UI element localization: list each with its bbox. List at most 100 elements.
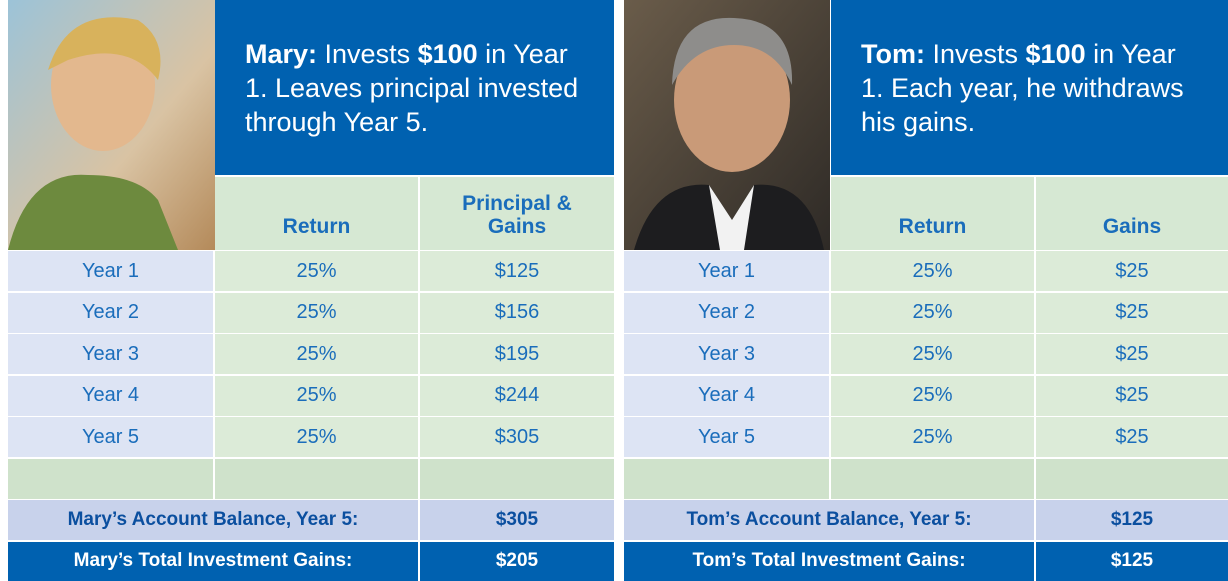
column-header: Return xyxy=(831,177,1034,250)
summary-label: Mary’s Total Investment Gains: xyxy=(8,541,418,581)
text: $25 xyxy=(1115,259,1149,282)
year-cell: Year 5 xyxy=(624,417,829,457)
text: 25% xyxy=(912,342,953,365)
text: 25% xyxy=(296,384,337,406)
year-cell: Year 3 xyxy=(624,334,829,374)
intro: Tom: Invests $100 in Year 1. Each year, … xyxy=(831,0,1228,175)
text: $156 xyxy=(494,301,540,323)
text: 25% xyxy=(912,301,953,323)
intro-text: Mary: Invests $100 in Year 1. Leaves pri… xyxy=(245,37,584,139)
empty-cell xyxy=(215,458,418,499)
text: Year 2 xyxy=(697,301,756,323)
text: $195 xyxy=(494,342,540,365)
text: Principal & Gains xyxy=(462,192,572,238)
value-cell: $244 xyxy=(420,375,614,416)
value-cell: $25 xyxy=(1036,251,1228,291)
text: 25% xyxy=(912,384,953,406)
text: $25 xyxy=(1115,342,1149,365)
text: $100 xyxy=(1025,38,1086,69)
value-cell: 25% xyxy=(215,292,418,333)
intro-text: Tom: Invests $100 in Year 1. Each year, … xyxy=(861,37,1198,139)
text: $100 xyxy=(417,38,478,69)
value-cell: 25% xyxy=(831,375,1034,416)
text: Mary’s Account Balance, Year 5: xyxy=(67,509,359,530)
text: $125 xyxy=(1110,509,1154,530)
text: $305 xyxy=(495,509,539,530)
year-cell: Year 1 xyxy=(8,251,213,291)
column-header: Gains xyxy=(1036,177,1228,250)
value-cell: $195 xyxy=(420,334,614,374)
empty-cell xyxy=(8,458,213,499)
empty-cell xyxy=(1036,458,1228,499)
value-cell: $156 xyxy=(420,292,614,333)
summary-label: Mary’s Account Balance, Year 5: xyxy=(8,500,418,540)
text: $25 xyxy=(1115,425,1149,448)
text: Mary’s Total Investment Gains: xyxy=(73,550,353,572)
year-cell: Year 2 xyxy=(8,292,213,333)
text: 25% xyxy=(912,259,953,282)
text: in Year 1. Each year, he withdraws his g… xyxy=(861,38,1184,137)
value-cell: $305 xyxy=(420,417,614,457)
text: Invests xyxy=(317,38,418,69)
summary-value: $205 xyxy=(420,541,614,581)
value-cell: 25% xyxy=(831,417,1034,457)
text: Year 5 xyxy=(81,425,140,448)
text: Year 1 xyxy=(81,259,140,282)
text: $305 xyxy=(494,425,540,448)
text: Year 4 xyxy=(81,384,140,406)
text: Return xyxy=(898,215,967,238)
text: Tom: xyxy=(861,38,925,69)
value-cell: 25% xyxy=(831,292,1034,333)
value-cell: $25 xyxy=(1036,417,1228,457)
text: Year 2 xyxy=(81,301,140,323)
text: Return xyxy=(282,215,351,238)
year-cell: Year 3 xyxy=(8,334,213,374)
text: Gains xyxy=(1102,215,1162,238)
intro: Mary: Invests $100 in Year 1. Leaves pri… xyxy=(215,0,614,175)
text: Tom’s Account Balance, Year 5: xyxy=(686,509,972,530)
photo-mary xyxy=(8,0,215,250)
value-cell: 25% xyxy=(215,417,418,457)
text: Year 4 xyxy=(697,384,756,406)
year-cell: Year 2 xyxy=(624,292,829,333)
text: 25% xyxy=(296,425,337,448)
text: 25% xyxy=(296,342,337,365)
text: in Year 1. Leaves principal invested thr… xyxy=(245,38,579,137)
summary-value: $125 xyxy=(1036,541,1228,581)
text: $244 xyxy=(494,384,540,406)
value-cell: 25% xyxy=(215,334,418,374)
text: $125 xyxy=(1110,550,1154,572)
value-cell: 25% xyxy=(215,375,418,416)
summary-label: Tom’s Total Investment Gains: xyxy=(624,541,1034,581)
text: Invests xyxy=(924,38,1026,69)
empty-cell xyxy=(831,458,1034,499)
text: Mary: xyxy=(245,38,318,69)
value-cell: 25% xyxy=(831,251,1034,291)
empty-cell xyxy=(624,458,829,499)
text: Year 5 xyxy=(697,425,756,448)
text: Year 1 xyxy=(697,259,756,282)
value-cell: $25 xyxy=(1036,375,1228,416)
photo-tom xyxy=(624,0,830,250)
value-cell: $125 xyxy=(420,251,614,291)
text: Year 3 xyxy=(81,342,140,365)
text: 25% xyxy=(296,301,337,323)
column-header: Return xyxy=(215,177,418,250)
value-cell: 25% xyxy=(215,251,418,291)
year-cell: Year 4 xyxy=(624,375,829,416)
text: 25% xyxy=(912,425,953,448)
summary-value: $125 xyxy=(1036,500,1228,540)
text: $25 xyxy=(1115,384,1149,406)
value-cell: 25% xyxy=(831,334,1034,374)
text: Tom’s Total Investment Gains: xyxy=(692,550,966,572)
text: $205 xyxy=(495,550,539,572)
empty-cell xyxy=(420,458,614,499)
text: Year 3 xyxy=(697,342,756,365)
value-cell: $25 xyxy=(1036,334,1228,374)
summary-value: $305 xyxy=(420,500,614,540)
value-cell: $25 xyxy=(1036,292,1228,333)
year-cell: Year 4 xyxy=(8,375,213,416)
year-cell: Year 5 xyxy=(8,417,213,457)
summary-label: Tom’s Account Balance, Year 5: xyxy=(624,500,1034,540)
